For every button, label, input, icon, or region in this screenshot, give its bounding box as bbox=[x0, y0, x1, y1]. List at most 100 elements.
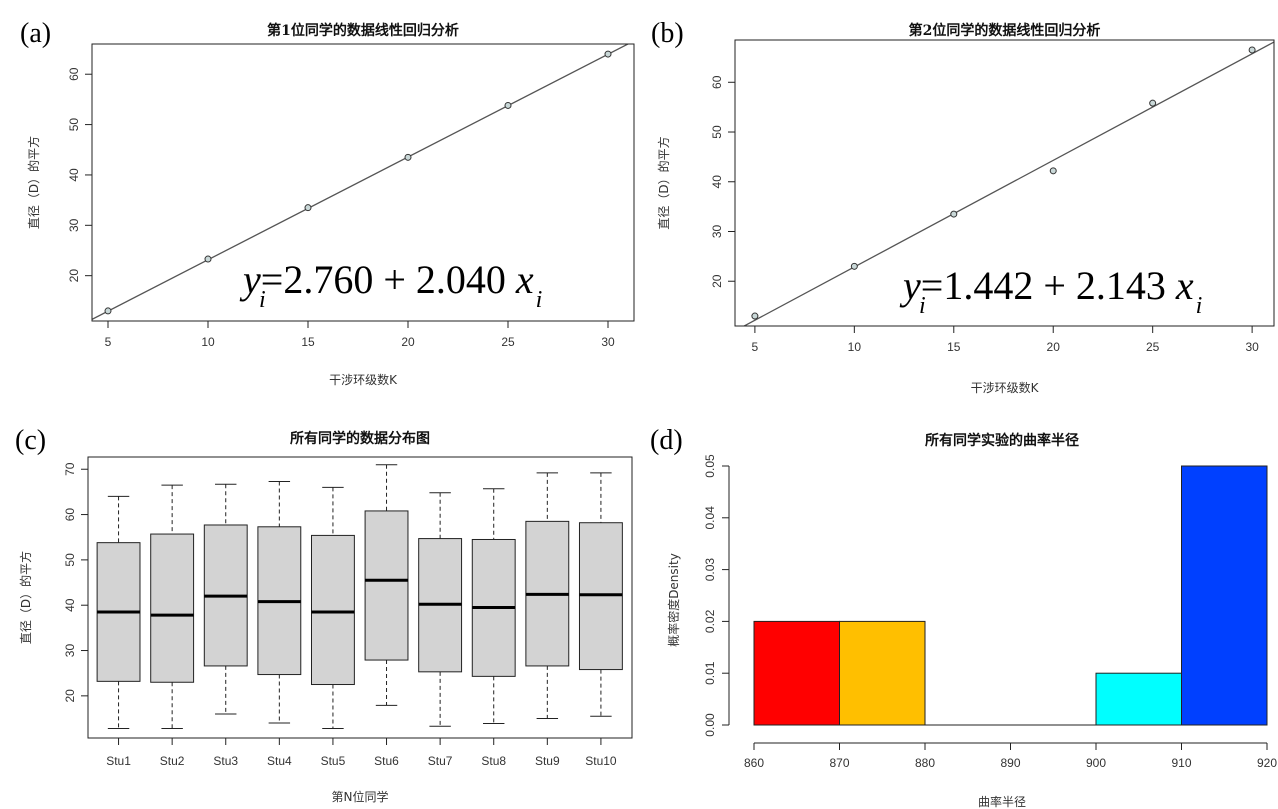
data-point-0-0 bbox=[104, 307, 112, 315]
y-tick-label-2-4: 60 bbox=[63, 508, 77, 522]
y-axis-label-3: 概率密度Density bbox=[666, 553, 681, 647]
y-tick-label-3-5: 0.05 bbox=[703, 454, 717, 478]
y-tick-label-2-0: 20 bbox=[63, 689, 77, 703]
x-tick-label-1-1: 10 bbox=[848, 340, 862, 354]
plot-frame-2 bbox=[87, 456, 633, 739]
y-tick-label-0-3: 50 bbox=[67, 118, 81, 132]
x-tick-label-0-5: 30 bbox=[601, 335, 615, 349]
equation-x-subscript-0: i bbox=[536, 287, 543, 313]
equation-x: x bbox=[515, 257, 534, 302]
box-1 bbox=[150, 533, 195, 683]
plot-frame-0 bbox=[91, 43, 635, 322]
panel-label-1: (b) bbox=[651, 18, 684, 49]
x-tick-label-3-6: 920 bbox=[1257, 756, 1277, 770]
x-tick-label-1-4: 25 bbox=[1146, 340, 1160, 354]
x-tick-label-0-0: 5 bbox=[105, 335, 112, 349]
x-axis-label-3: 曲率半径 bbox=[978, 794, 1026, 809]
x-tick-label-3-2: 880 bbox=[915, 756, 935, 770]
y-tick-label-1-3: 50 bbox=[710, 125, 724, 139]
y-tick-label-3-3: 0.03 bbox=[703, 558, 717, 582]
panel-label-2: (c) bbox=[15, 425, 46, 456]
y-tick-label-3-2: 0.02 bbox=[703, 609, 717, 633]
x-tick-label-2-8: Stu9 bbox=[535, 754, 560, 768]
equation-x-subscript-1: i bbox=[1196, 293, 1203, 319]
regression-line-0 bbox=[92, 44, 630, 321]
y-tick-label-1-1: 30 bbox=[710, 225, 724, 239]
data-point-1-0 bbox=[751, 312, 759, 320]
data-point-1-1 bbox=[850, 262, 858, 270]
data-point-1-2 bbox=[950, 210, 958, 218]
histogram-bar-4 bbox=[1095, 672, 1182, 726]
x-axis-label-2: 第N位同学 bbox=[332, 789, 389, 804]
equation-body: =1.442 + 2.143 bbox=[921, 263, 1176, 308]
chart-title-0: 第1位同学的数据线性回归分析 bbox=[267, 22, 459, 39]
plot-frame-1 bbox=[734, 39, 1275, 327]
data-point-1-4 bbox=[1149, 99, 1157, 107]
x-tick-label-3-4: 900 bbox=[1086, 756, 1106, 770]
y-tick-label-2-2: 40 bbox=[63, 598, 77, 612]
x-tick-label-1-5: 30 bbox=[1245, 340, 1259, 354]
regression-equation-1: y=1.442 + 2.143 x bbox=[899, 263, 1194, 308]
y-tick-label-3-4: 0.04 bbox=[703, 506, 717, 530]
x-tick-label-0-1: 10 bbox=[201, 335, 215, 349]
equation-y-subscript-1: i bbox=[919, 293, 926, 319]
y-tick-label-1-0: 20 bbox=[710, 274, 724, 288]
equation-y: y bbox=[899, 263, 921, 308]
chart-title-3: 所有同学实验的曲率半径 bbox=[925, 432, 1079, 449]
x-tick-label-2-0: Stu1 bbox=[106, 754, 131, 768]
x-tick-label-3-1: 870 bbox=[829, 756, 849, 770]
x-tick-label-1-2: 15 bbox=[947, 340, 961, 354]
chart-title-2: 所有同学的数据分布图 bbox=[290, 430, 430, 447]
x-tick-label-0-2: 15 bbox=[301, 335, 315, 349]
data-point-0-5 bbox=[604, 50, 612, 58]
x-tick-label-3-0: 860 bbox=[744, 756, 764, 770]
panel-label-0: (a) bbox=[20, 18, 51, 49]
y-axis-label-0: 直径（D）的平方 bbox=[26, 136, 41, 229]
x-tick-label-2-6: Stu7 bbox=[428, 754, 453, 768]
y-tick-label-2-1: 30 bbox=[63, 644, 77, 658]
x-tick-label-2-7: Stu8 bbox=[481, 754, 506, 768]
equation-y: y bbox=[239, 257, 261, 302]
box-4 bbox=[310, 534, 355, 686]
histogram-bar-0 bbox=[753, 620, 840, 726]
x-tick-label-2-4: Stu5 bbox=[321, 754, 346, 768]
y-tick-label-1-4: 60 bbox=[710, 75, 724, 89]
y-tick-label-0-0: 20 bbox=[67, 269, 81, 283]
y-tick-label-2-5: 70 bbox=[63, 462, 77, 476]
box-5 bbox=[364, 510, 409, 661]
x-tick-label-1-0: 5 bbox=[752, 340, 759, 354]
y-tick-label-0-1: 30 bbox=[67, 218, 81, 232]
x-tick-label-1-3: 20 bbox=[1047, 340, 1061, 354]
y-axis-label-1: 直径（D）的平方 bbox=[656, 136, 671, 229]
x-tick-label-0-3: 20 bbox=[401, 335, 415, 349]
regression-line-1 bbox=[742, 41, 1274, 326]
x-tick-label-2-5: Stu6 bbox=[374, 754, 399, 768]
x-axis-label-0: 干涉环级数K bbox=[329, 372, 398, 387]
equation-y-subscript-0: i bbox=[259, 287, 266, 313]
y-tick-label-1-2: 40 bbox=[710, 175, 724, 189]
y-tick-label-2-3: 50 bbox=[63, 553, 77, 567]
y-tick-label-3-1: 0.01 bbox=[703, 661, 717, 685]
x-axis-label-1: 干涉环级数K bbox=[971, 380, 1040, 395]
data-point-1-5 bbox=[1248, 46, 1256, 54]
x-tick-label-2-3: Stu4 bbox=[267, 754, 292, 768]
data-point-0-1 bbox=[204, 255, 212, 263]
x-tick-label-3-3: 890 bbox=[1000, 756, 1020, 770]
data-point-0-4 bbox=[504, 101, 512, 109]
data-point-0-3 bbox=[404, 153, 412, 161]
x-tick-label-2-2: Stu3 bbox=[213, 754, 238, 768]
panel-label-3: (d) bbox=[650, 425, 683, 456]
histogram-bar-5 bbox=[1181, 465, 1268, 726]
chart-title-1: 第2位同学的数据线性回归分析 bbox=[909, 22, 1101, 39]
histogram-bar-1 bbox=[839, 620, 926, 726]
y-tick-label-3-0: 0.00 bbox=[703, 713, 717, 737]
x-tick-label-2-9: Stu10 bbox=[585, 754, 617, 768]
equation-x: x bbox=[1175, 263, 1194, 308]
y-axis-label-2: 直径（D）的平方 bbox=[18, 551, 33, 644]
data-point-0-2 bbox=[304, 204, 312, 212]
x-tick-label-2-1: Stu2 bbox=[160, 754, 185, 768]
